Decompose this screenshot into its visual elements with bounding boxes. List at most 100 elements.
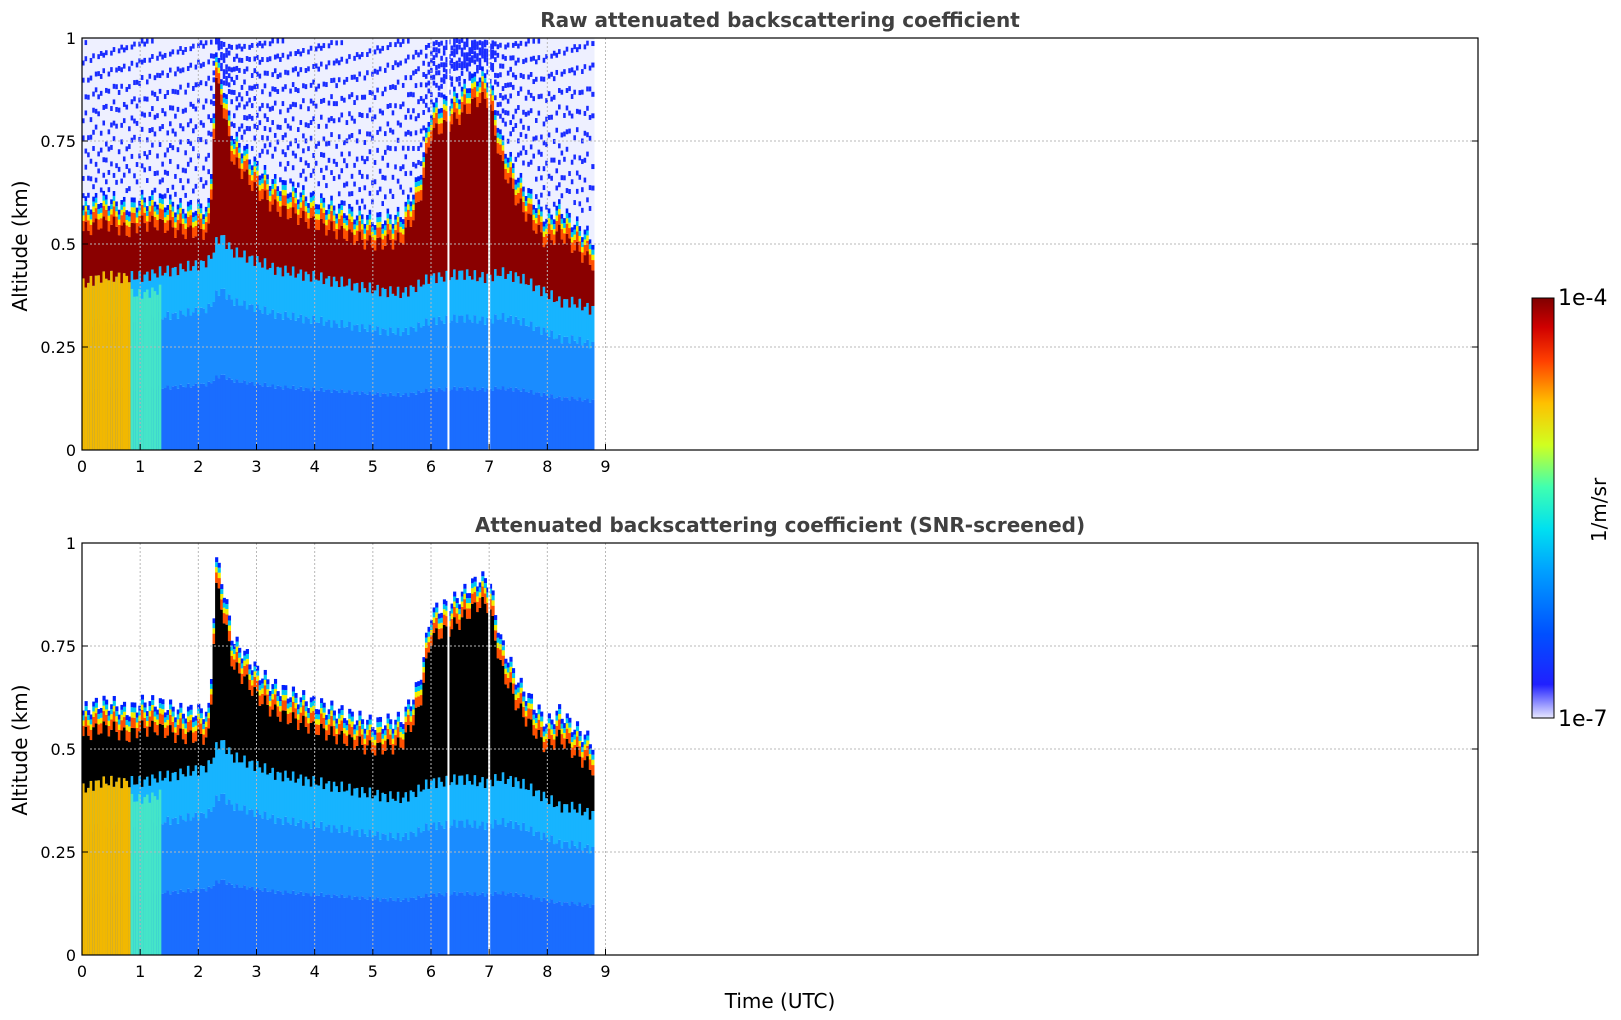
profile-column — [570, 732, 574, 955]
plot-area: 0 1 2 3 4 5 6 7 8 9 0 0.25 0.5 0.75 1 — [40, 534, 1479, 981]
profile-column — [343, 38, 347, 450]
profile-column — [437, 38, 441, 450]
profile-column — [122, 38, 127, 450]
profile-column — [102, 38, 106, 450]
profile-column — [519, 38, 523, 450]
profile-column — [586, 730, 590, 955]
profile-column — [386, 713, 390, 955]
profile-column — [373, 729, 377, 955]
profile-column — [332, 710, 336, 955]
profile-column — [291, 38, 296, 450]
y-axis-label: Altitude (km) — [8, 684, 32, 815]
y-tick-label: 0 — [66, 946, 76, 965]
x-tick-label: 3 — [251, 962, 261, 981]
profile-column — [325, 714, 329, 955]
profile-column — [258, 680, 262, 955]
profile-column — [522, 38, 526, 450]
profile-column — [317, 709, 321, 955]
profile-column — [87, 710, 91, 955]
profile-column — [235, 38, 239, 450]
profile-column — [153, 38, 157, 450]
profile-column — [353, 724, 357, 955]
profile-column — [568, 38, 572, 450]
x-tick-label: 2 — [193, 457, 203, 476]
profile-column — [514, 684, 518, 955]
profile-column — [389, 38, 393, 450]
profile-column — [273, 38, 278, 450]
profile-column — [488, 38, 493, 450]
profile-column — [330, 38, 334, 450]
profile-column — [125, 38, 129, 450]
profile-column — [82, 710, 86, 955]
profile-column — [414, 38, 418, 450]
profile-column — [148, 701, 152, 955]
profile-column — [212, 618, 216, 955]
profile-column — [363, 38, 367, 450]
profile-column — [284, 685, 288, 955]
profile-column — [186, 706, 191, 955]
profile-column — [486, 38, 490, 450]
profile-column — [417, 681, 421, 955]
profile-column — [345, 38, 349, 450]
profile-column — [550, 38, 554, 450]
profile-column — [471, 38, 475, 450]
profile-column — [517, 682, 521, 955]
y-axis-label: Altitude (km) — [8, 180, 32, 311]
profile-column — [366, 719, 370, 955]
profile-column — [563, 38, 567, 450]
profile-column — [304, 38, 308, 450]
profile-column — [532, 38, 536, 450]
data-gap — [447, 543, 450, 955]
profile-column — [145, 38, 150, 450]
profile-column — [407, 38, 411, 450]
profile-column — [447, 38, 452, 450]
profile-column — [440, 38, 444, 450]
profile-column — [399, 38, 403, 450]
profile-column — [483, 38, 487, 450]
profile-column — [583, 38, 587, 450]
profile-column — [345, 720, 349, 955]
profile-column — [248, 38, 252, 450]
profile-column — [450, 38, 454, 450]
profile-column — [230, 640, 234, 955]
profile-column — [522, 691, 526, 955]
profile-column — [125, 715, 129, 955]
profile-column — [355, 38, 360, 450]
panel-screened: Attenuated backscattering coefficient (S… — [8, 513, 1479, 1013]
profile-column — [281, 684, 285, 955]
profile-column — [222, 597, 226, 955]
profile-column — [396, 711, 400, 955]
profile-column — [537, 704, 541, 955]
profile-column — [384, 38, 388, 450]
profile-column — [194, 715, 198, 955]
profile-column — [158, 38, 162, 450]
backscatter-field — [82, 37, 595, 450]
panel-raw: Raw attenuated backscattering coefficien… — [8, 8, 1479, 476]
profile-column — [368, 38, 372, 450]
profile-column — [289, 697, 293, 955]
profile-column — [199, 708, 203, 955]
profile-column — [163, 712, 168, 955]
profile-column — [568, 717, 572, 955]
profile-column — [481, 38, 485, 450]
profile-column — [117, 714, 121, 955]
profile-column — [312, 695, 316, 955]
profile-column — [394, 719, 398, 955]
profile-column — [271, 684, 275, 955]
profile-column — [496, 632, 500, 955]
profile-column — [378, 38, 383, 450]
colorbar-max-label: 1e-4 — [1558, 286, 1607, 311]
profile-column — [527, 38, 531, 450]
profile-column — [432, 38, 436, 450]
profile-column — [476, 586, 480, 955]
profile-column — [261, 678, 265, 955]
profile-column — [435, 602, 439, 955]
profile-column — [453, 38, 457, 450]
profile-column — [215, 37, 219, 450]
profile-column — [140, 694, 145, 955]
profile-column — [250, 670, 255, 955]
profile-column — [378, 716, 383, 955]
profile-column — [509, 656, 513, 955]
profile-column — [511, 668, 516, 955]
